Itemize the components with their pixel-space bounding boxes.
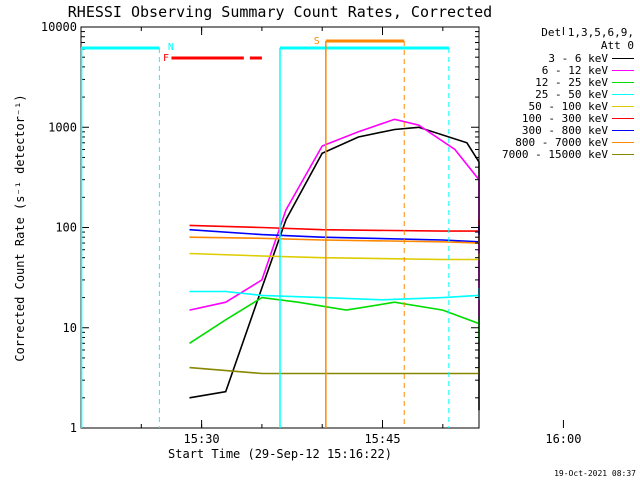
legend-swatch bbox=[612, 57, 634, 59]
y-tick-label: 10 bbox=[63, 321, 77, 335]
x-tick-label: 15:45 bbox=[364, 432, 400, 446]
series-line-5 bbox=[189, 252, 480, 261]
legend-entry-3: 12 - 25 keV bbox=[502, 75, 634, 89]
saa-flag-label: S bbox=[314, 36, 320, 47]
legend-swatch bbox=[612, 93, 634, 95]
legend-label: 300 - 800 keV bbox=[521, 123, 608, 137]
series-line-7 bbox=[189, 225, 480, 243]
series-line-2 bbox=[189, 118, 480, 317]
y-tick-label: 1 bbox=[70, 421, 77, 435]
legend-swatch bbox=[612, 129, 634, 131]
legend-entry-5: 50 - 100 keV bbox=[502, 99, 634, 113]
night-flag-label: N bbox=[168, 42, 174, 53]
legend-swatch bbox=[612, 69, 634, 71]
series-line-6 bbox=[189, 219, 480, 232]
chart-title: RHESSI Observing Summary Count Rates, Co… bbox=[68, 3, 492, 21]
x-tick-label: 16:00 bbox=[545, 432, 581, 446]
legend-entry-6: 100 - 300 keV bbox=[502, 111, 634, 125]
legend-entry-2: 6 - 12 keV bbox=[502, 63, 634, 77]
x-axis-label: Start Time (29-Sep-12 15:16:22) bbox=[168, 447, 392, 461]
legend-label: 100 - 300 keV bbox=[521, 111, 608, 125]
legend-swatch bbox=[612, 81, 634, 83]
legend-label: 3 - 6 keV bbox=[548, 51, 608, 65]
legend-label: 50 - 100 keV bbox=[528, 99, 608, 113]
legend-swatch bbox=[612, 117, 634, 119]
legend-swatch bbox=[612, 141, 634, 143]
legend-label: 7000 - 15000 keV bbox=[502, 147, 608, 161]
x-tick-label: 15:30 bbox=[184, 432, 220, 446]
legend-swatch bbox=[612, 105, 634, 107]
legend-label: 25 - 50 keV bbox=[535, 87, 608, 101]
legend-label: 6 - 12 keV bbox=[541, 63, 608, 77]
legend-swatch bbox=[612, 153, 634, 155]
generated-timestamp: 19-Oct-2021 08:37 bbox=[554, 469, 636, 478]
legend-entry-4: 25 - 50 keV bbox=[502, 87, 634, 101]
legend-label: 12 - 25 keV bbox=[535, 75, 608, 89]
legend: Det 1,3,5,6,9, Att 0 3 - 6 keV 6 - 12 keV… bbox=[502, 26, 634, 161]
legend-entry-7: 300 - 800 keV bbox=[502, 123, 634, 137]
legend-label: 800 - 7000 keV bbox=[515, 135, 608, 149]
legend-entry-1: 3 - 6 keV bbox=[502, 51, 634, 65]
y-tick-label: 1000 bbox=[48, 120, 77, 134]
series-line-8 bbox=[189, 234, 480, 244]
legend-entry-8: 800 - 7000 keV bbox=[502, 135, 634, 149]
legend-entry-9: 7000 - 15000 keV bbox=[502, 147, 634, 161]
legend-header-detectors: Det 1,3,5,6,9, bbox=[541, 26, 634, 39]
y-axis-label: Corrected Count Rate (s⁻¹ detector⁻¹) bbox=[13, 94, 27, 361]
y-tick-label: 100 bbox=[55, 221, 77, 235]
y-tick-label: 10000 bbox=[41, 20, 77, 34]
flare-flag-label: F bbox=[163, 53, 169, 64]
legend-header-attenuator: Att 0 bbox=[600, 39, 634, 52]
series-line-3 bbox=[189, 296, 480, 344]
series-line-1 bbox=[189, 126, 480, 411]
